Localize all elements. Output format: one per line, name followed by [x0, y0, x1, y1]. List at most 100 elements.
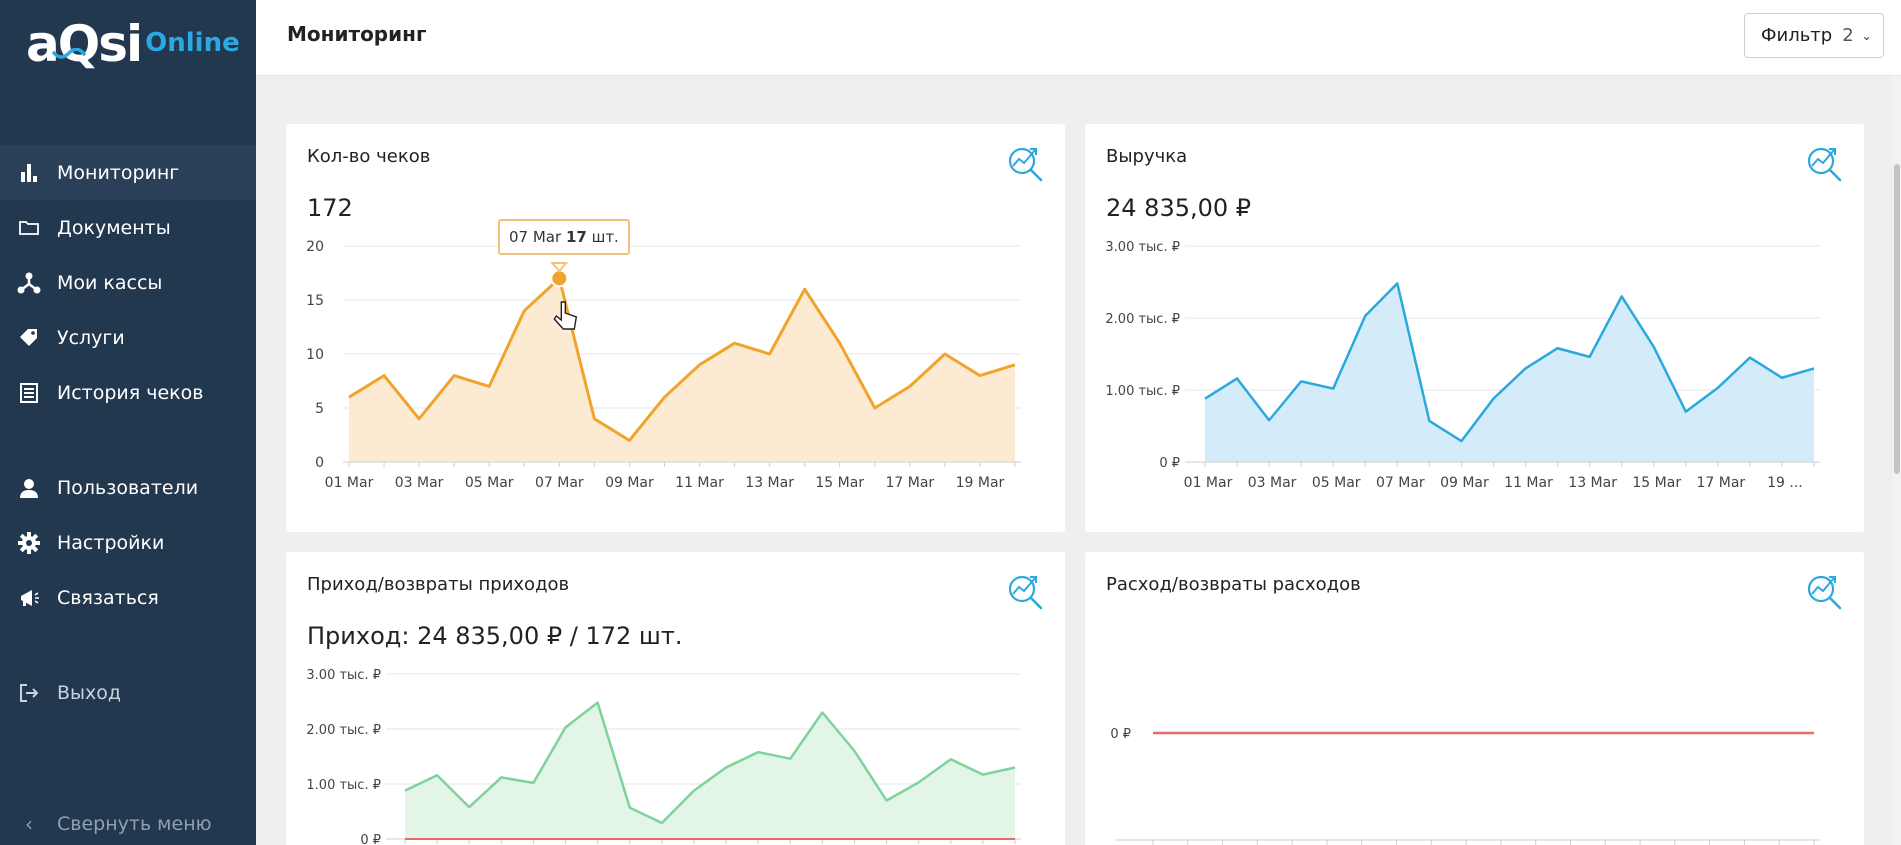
sidebar-item-contact[interactable]: Связаться: [0, 570, 256, 625]
filter-label: Фильтр: [1761, 25, 1833, 46]
expense-returns-chart: 0 ₽: [1110, 727, 1820, 845]
sidebar-item-label: Мониторинг: [57, 161, 180, 184]
income-returns-card: 0 ₽ 1.00 тыс. ₽ 2.00 тыс. ₽ 3.00 тыс. ₽ При…: [286, 552, 1065, 845]
series-line: [348, 276, 1016, 442]
folder-icon: [16, 215, 42, 241]
card-value: 24 835,00 ₽: [1106, 194, 1252, 222]
nav-spacer: [0, 420, 256, 460]
sidebar-item-label: Услуги: [57, 326, 125, 349]
chart-zoom-icon[interactable]: [1804, 142, 1844, 182]
series-area: [349, 278, 1015, 462]
series-line: [1204, 282, 1815, 443]
sidebar-item-settings[interactable]: Настройки: [0, 515, 256, 570]
x-tick-label: 15 Mar: [1632, 475, 1681, 491]
nav-spacer: [0, 625, 256, 665]
y-tick-label: 3.00 тыс. ₽: [306, 668, 381, 683]
logo-text: aQsi: [26, 15, 143, 73]
sidebar-item-logout[interactable]: Выход: [0, 665, 256, 720]
expense-returns-card: 0 ₽ Расход/возвраты расходов: [1085, 552, 1864, 845]
collapse-menu-button[interactable]: ‹ Свернуть меню: [16, 812, 212, 836]
sidebar-item-my-kassas[interactable]: Мои кассы: [0, 255, 256, 310]
chart-zoom-icon[interactable]: [1804, 570, 1844, 610]
card-title: Кол-во чеков: [307, 146, 431, 167]
sidebar-item-documents[interactable]: Документы: [0, 200, 256, 255]
filter-button[interactable]: Фильтр 2 ⌄: [1744, 13, 1884, 58]
sidebar-item-label: Документы: [57, 216, 171, 239]
tooltip-date: 07 Мar: [509, 228, 562, 246]
y-tick-label: 0 ₽: [1110, 727, 1131, 742]
card-value: 172: [307, 194, 353, 222]
network-icon: [16, 270, 42, 296]
sidebar-item-monitoring[interactable]: Мониторинг: [0, 145, 256, 200]
series-area: [405, 702, 1015, 839]
x-tick-label: 19 Mar: [956, 475, 1005, 491]
logout-icon: [16, 680, 42, 706]
filter-count-badge: 2: [1842, 25, 1854, 46]
y-tick-label: 15: [306, 293, 324, 309]
series-line: [404, 701, 1016, 825]
y-tick-label: 0: [315, 455, 324, 471]
x-tick-label: 03 Mar: [1248, 475, 1297, 491]
chart-zoom-icon[interactable]: [1005, 570, 1045, 610]
series-area: [1205, 283, 1814, 462]
revenue-chart: 0 ₽ 1.00 тыс. ₽ 2.00 тыс. ₽ 3.00 тыс. ₽ 01 M…: [1105, 240, 1820, 491]
page-scrollbar[interactable]: [1893, 76, 1901, 845]
card-title: Выручка: [1106, 146, 1188, 167]
checks-count-card: 0 5 10 15 20 01 Mar 03 Mar 05 Mar 07 Mar 09 Mar 11…: [286, 124, 1065, 532]
sidebar-item-label: Пользователи: [57, 476, 199, 499]
chart-tooltip: 07 Мar 17 шт.: [498, 219, 630, 255]
logo-wave-icon: [52, 48, 86, 59]
income-returns-chart: 0 ₽ 1.00 тыс. ₽ 2.00 тыс. ₽ 3.00 тыс. ₽: [306, 668, 1021, 845]
x-tick-label: 11 Mar: [1504, 475, 1553, 491]
bar-chart-icon: [16, 160, 42, 186]
logo[interactable]: aQsi Online: [26, 14, 240, 74]
gear-icon: [16, 530, 42, 556]
sidebar-item-label: Мои кассы: [57, 271, 163, 294]
y-tick-label: 0 ₽: [360, 833, 381, 845]
y-tick-label: 2.00 тыс. ₽: [1105, 312, 1180, 327]
y-tick-label: 1.00 тыс. ₽: [306, 778, 381, 793]
chart-zoom-icon[interactable]: [1005, 142, 1045, 182]
tooltip-value: 17: [565, 228, 587, 246]
y-tick-label: 10: [306, 347, 324, 363]
sidebar-item-label: Выход: [57, 681, 122, 704]
card-title: Приход/возвраты приходов: [307, 574, 570, 595]
x-tick-label: 03 Mar: [395, 475, 444, 491]
collapse-menu-label: Свернуть меню: [57, 813, 212, 835]
y-tick-label: 0 ₽: [1159, 456, 1180, 471]
y-tick-label: 5: [315, 401, 324, 417]
chevron-left-icon: ‹: [25, 812, 33, 836]
megaphone-icon: [16, 585, 42, 611]
revenue-card: 0 ₽ 1.00 тыс. ₽ 2.00 тыс. ₽ 3.00 тыс. ₽ 01 M…: [1085, 124, 1864, 532]
tag-icon: [16, 325, 42, 351]
sidebar-item-receipt-history[interactable]: История чеков: [0, 365, 256, 420]
top-header: Мониторинг Фильтр 2 ⌄: [256, 0, 1901, 76]
x-tick-label: 19 ...: [1767, 475, 1803, 491]
card-value: Приход: 24 835,00 ₽ / 172 шт.: [307, 622, 683, 650]
x-tick-label: 01 Mar: [325, 475, 374, 491]
sidebar-item-label: Связаться: [57, 586, 159, 609]
checks-count-chart: 0 5 10 15 20 01 Mar 03 Mar 05 Mar 07 Mar 09 Mar 11…: [306, 239, 1021, 491]
x-tick-label: 15 Mar: [815, 475, 864, 491]
user-icon: [16, 475, 42, 501]
card-title: Расход/возвраты расходов: [1106, 574, 1361, 595]
receipt-list-icon: [16, 380, 42, 406]
x-tick-label: 01 Mar: [1184, 475, 1233, 491]
x-tick-label: 09 Mar: [605, 475, 654, 491]
x-tick-label: 17 Mar: [1696, 475, 1745, 491]
tooltip-unit: шт.: [591, 228, 619, 246]
sidebar-item-label: Настройки: [57, 531, 165, 554]
x-tick-label: 11 Mar: [675, 475, 724, 491]
sidebar-item-label: История чеков: [57, 381, 204, 404]
y-tick-label: 20: [306, 239, 324, 255]
y-tick-label: 2.00 тыс. ₽: [306, 723, 381, 738]
scrollbar-thumb[interactable]: [1894, 164, 1900, 474]
x-tick-label: 07 Mar: [535, 475, 584, 491]
chevron-down-icon: ⌄: [1861, 28, 1872, 43]
logo-online-text: Online: [145, 28, 240, 58]
sidebar-item-services[interactable]: Услуги: [0, 310, 256, 365]
sidebar-item-users[interactable]: Пользователи: [0, 460, 256, 515]
highlighted-point: [550, 269, 569, 288]
page-title: Мониторинг: [287, 22, 427, 46]
x-tick-label: 17 Mar: [885, 475, 934, 491]
